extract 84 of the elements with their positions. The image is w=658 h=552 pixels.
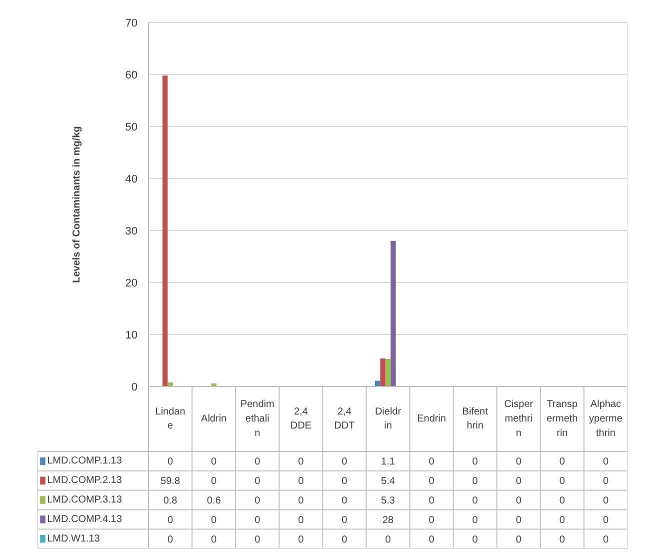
data-label: 0	[428, 476, 435, 488]
data-label: 0	[516, 514, 522, 526]
x-tick-label: Transpermethrin	[546, 399, 578, 439]
data-label: 0	[428, 514, 435, 526]
legend-label: LMD.W1.13	[47, 533, 100, 544]
data-label: 0	[516, 496, 522, 506]
data-label: 0	[254, 476, 261, 488]
data-label: 0	[385, 534, 392, 546]
y-tick-label: 0	[131, 382, 138, 394]
data-label: 0	[602, 476, 609, 488]
data-label: 0	[298, 456, 304, 468]
y-tick-label: 40	[125, 174, 138, 186]
legend-label: LMD.COMP.4.13	[47, 514, 122, 525]
legend-label: LMD.COMP.2.13	[47, 475, 122, 486]
data-label: 0	[342, 534, 348, 546]
bar	[385, 358, 391, 386]
data-label: 0	[516, 534, 522, 546]
data-label: 0	[472, 456, 478, 468]
data-label: 0	[298, 496, 304, 506]
data-label: 1.1	[381, 456, 396, 468]
bar	[390, 240, 396, 386]
x-tick-label: 2,4 DDT	[334, 406, 355, 432]
data-label: 0	[254, 534, 261, 546]
x-tick-label: Dieldrin	[374, 406, 402, 432]
x-tick-label: Cispermethrin	[504, 399, 534, 439]
y-tick-label: 50	[125, 122, 138, 134]
data-label: 0	[516, 476, 522, 488]
y-axis-title: Levels of Contaminants in mg/kg	[71, 126, 82, 283]
data-label: 0	[559, 514, 566, 526]
data-label: 0	[559, 476, 566, 488]
data-label: 0	[472, 534, 478, 546]
legend-label: LMD.COMP.3.13	[47, 494, 122, 506]
data-label: 0	[516, 456, 522, 468]
data-label: 0	[602, 534, 609, 546]
x-tick-label: Endrin	[417, 414, 446, 424]
data-label: 0.6	[206, 496, 222, 506]
data-label: 0	[254, 514, 261, 526]
data-label: 28	[382, 514, 394, 526]
data-label: 0	[342, 476, 348, 488]
data-label: 0	[298, 476, 304, 488]
data-label: 0	[559, 496, 566, 506]
data-label: 0	[472, 514, 478, 526]
data-label: 0	[602, 514, 609, 526]
bar	[162, 76, 168, 386]
y-tick-label: 70	[125, 18, 138, 30]
data-label: 0	[298, 514, 304, 526]
data-label: 0	[254, 496, 261, 506]
data-label: 0	[211, 534, 218, 546]
x-tick-label: Lindane	[155, 406, 186, 432]
y-tick-label: 10	[125, 330, 138, 342]
data-label: 0	[602, 496, 609, 506]
x-tick-label: Bifenthrin	[462, 406, 488, 432]
data-label: 0	[428, 534, 435, 546]
legend-label: LMD.COMP.1.13	[47, 456, 122, 467]
data-label: 0	[342, 496, 348, 506]
x-tick-label: 2,4 DDE	[290, 406, 312, 432]
data-label: 0	[472, 476, 478, 488]
data-label: 0	[211, 476, 218, 488]
data-label: 0	[472, 496, 478, 506]
data-label: 0	[167, 514, 174, 526]
data-label: 0	[211, 456, 218, 468]
data-label: 0	[167, 534, 174, 546]
data-label: 0	[342, 514, 348, 526]
data-label: 0	[167, 456, 174, 468]
data-label: 0	[559, 456, 566, 468]
data-label: 0.8	[163, 496, 178, 506]
y-tick-label: 20	[125, 278, 138, 290]
data-label: 0	[559, 534, 566, 546]
data-label: 0	[602, 456, 609, 468]
bar	[380, 358, 386, 386]
data-label: 0	[211, 514, 218, 526]
x-tick-label: Alphacypermethrin	[589, 399, 623, 439]
data-label: 0	[342, 456, 348, 468]
data-label: 0	[298, 534, 304, 546]
x-tick-label: Pendimethalin	[240, 399, 274, 439]
x-tick-label: Aldrin	[201, 414, 227, 424]
data-label: 59.8	[160, 476, 180, 488]
data-label: 5.4	[381, 476, 396, 488]
data-label: 5.3	[381, 496, 396, 506]
y-tick-label: 30	[125, 226, 138, 238]
data-label: 0	[428, 456, 435, 468]
data-label: 0	[428, 496, 435, 506]
data-label: 0	[254, 456, 261, 468]
y-tick-label: 60	[125, 70, 138, 82]
